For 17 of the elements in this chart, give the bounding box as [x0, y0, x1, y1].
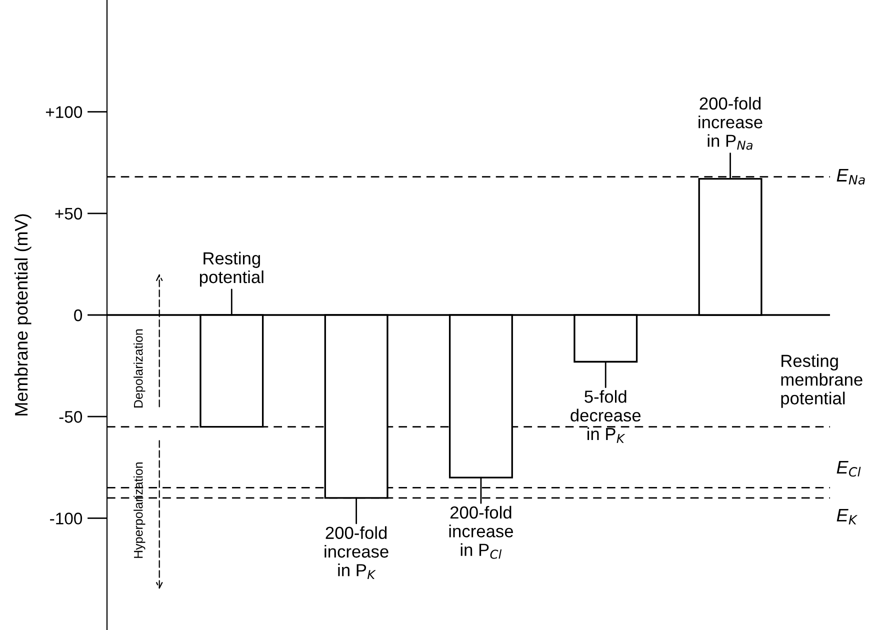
- ref-line-label: E$_{Cl}$: [836, 461, 861, 477]
- annotation: Depolarization: [134, 329, 146, 408]
- y-tick-label: -50: [59, 411, 82, 423]
- y-tick-label: +100: [46, 106, 82, 118]
- y-tick-label: 0: [74, 309, 82, 322]
- ref-line-label: E$_{Na}$: [836, 169, 865, 185]
- y-tick-label: -100: [50, 512, 82, 524]
- annotation: 200-fold increase in P$_{Cl}$: [449, 506, 514, 559]
- ref-line-label: Resting membrane potential: [781, 354, 862, 408]
- annotation: 200-fold increase in P$_{K}$: [324, 526, 388, 579]
- y-tick-label: +50: [55, 208, 82, 220]
- ref-line-label: E$_{K}$: [836, 509, 858, 524]
- annotation: Resting potential: [200, 252, 264, 287]
- annotation: 200-fold increase in P$_{Na}$: [698, 96, 762, 150]
- annotation: 5-fold decrease in P$_{K}$: [570, 390, 641, 443]
- annotation: Hyperpolarization: [134, 462, 146, 558]
- y-axis-title: Membrane potential (mV): [14, 214, 32, 416]
